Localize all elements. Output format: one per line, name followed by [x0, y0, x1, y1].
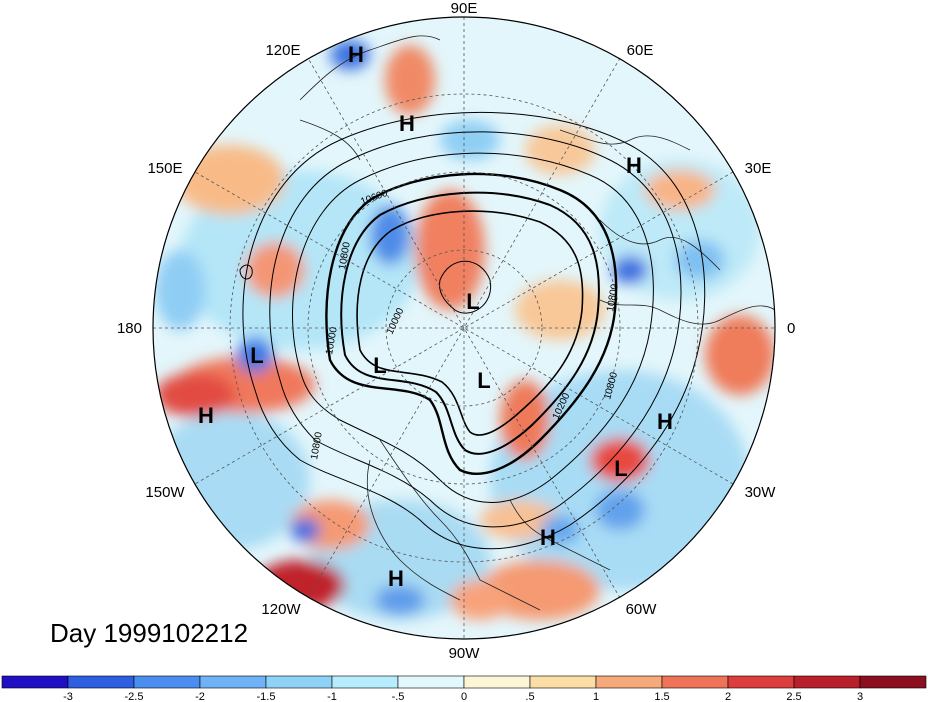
high-marker: H — [348, 42, 364, 67]
colorbar-swatch — [133, 675, 201, 689]
colorbar-tick-label: .5 — [525, 691, 534, 702]
contour-label: 10000 — [324, 326, 340, 356]
colorbar-swatch — [1, 675, 69, 689]
high-marker: H — [657, 409, 673, 434]
colorbar-swatch — [595, 675, 663, 689]
colorbar-swatch — [529, 675, 597, 689]
colorbar-tick-label: -3 — [63, 691, 73, 702]
colorbar-tick-label: 0 — [461, 691, 467, 702]
lon-label-60e: 60E — [627, 42, 654, 59]
colorbar-tick-label: -2.5 — [125, 691, 144, 702]
colorbar-tick-label: -.5 — [392, 691, 405, 702]
colorbar-tick-label: 1.5 — [654, 691, 669, 702]
graticule — [153, 17, 775, 639]
low-marker: L — [614, 456, 627, 481]
colorbar-tick-label: 2 — [725, 691, 731, 702]
lon-label-150w: 150W — [145, 484, 185, 501]
colorbar-swatch — [859, 675, 927, 689]
low-marker: L — [373, 353, 386, 378]
high-marker: H — [399, 111, 415, 136]
lon-label-30e: 30E — [745, 160, 772, 177]
contour-label: 10800 — [605, 283, 621, 313]
coastlines — [299, 35, 775, 611]
high-marker: H — [540, 525, 556, 550]
colorbar-tick-label: -1 — [327, 691, 337, 702]
colorbar-tick-label: -1.5 — [257, 691, 276, 702]
contours — [239, 111, 706, 550]
lon-label-90w: 90W — [449, 645, 481, 662]
high-marker: H — [198, 403, 214, 428]
colorbar-swatch — [727, 675, 795, 689]
high-marker: H — [388, 566, 404, 591]
colorbar-swatch — [397, 675, 465, 689]
colorbar-tick-label: 1 — [593, 691, 599, 702]
contour-label: 10800 — [309, 431, 325, 461]
low-marker: L — [250, 343, 263, 368]
lon-label-120w: 120W — [261, 601, 301, 618]
lon-label-60w: 60W — [626, 601, 658, 618]
lon-label-0: 0 — [787, 320, 795, 337]
colorbar-swatch — [793, 675, 861, 689]
map-border — [152, 16, 776, 640]
low-marker: L — [466, 289, 479, 314]
contour-label: 10800 — [337, 241, 353, 271]
colorbar-tick-label: 2.5 — [786, 691, 801, 702]
colorbar-tick-label: -2 — [195, 691, 205, 702]
colorbar-swatch — [199, 675, 267, 689]
colorbar-swatch — [463, 675, 531, 689]
colorbar-swatch — [661, 675, 729, 689]
colorbar: -3 -2.5 -2 -1.5 -1 -.5 0 .5 1 1.5 2 2.5 3 — [1, 675, 927, 702]
lon-label-180: 180 — [117, 320, 142, 337]
colorbar-tick-label: 3 — [857, 691, 863, 702]
colorbar-swatch — [331, 675, 399, 689]
longitude-labels: 90E 60E 30E 0 30W 60W 90W 120W 150W 180 … — [117, 0, 795, 662]
lon-label-150e: 150E — [147, 160, 182, 177]
colorbar-swatch — [67, 675, 135, 689]
day-title: Day 1999102212 — [50, 618, 249, 648]
high-marker: H — [626, 153, 642, 178]
low-marker: L — [477, 368, 490, 393]
lon-label-30w: 30W — [745, 484, 777, 501]
lon-label-90e: 90E — [451, 0, 478, 17]
lon-label-120e: 120E — [265, 42, 300, 59]
colorbar-swatch — [265, 675, 333, 689]
pressure-centers: H H H L L L L H H L H H — [198, 42, 673, 591]
